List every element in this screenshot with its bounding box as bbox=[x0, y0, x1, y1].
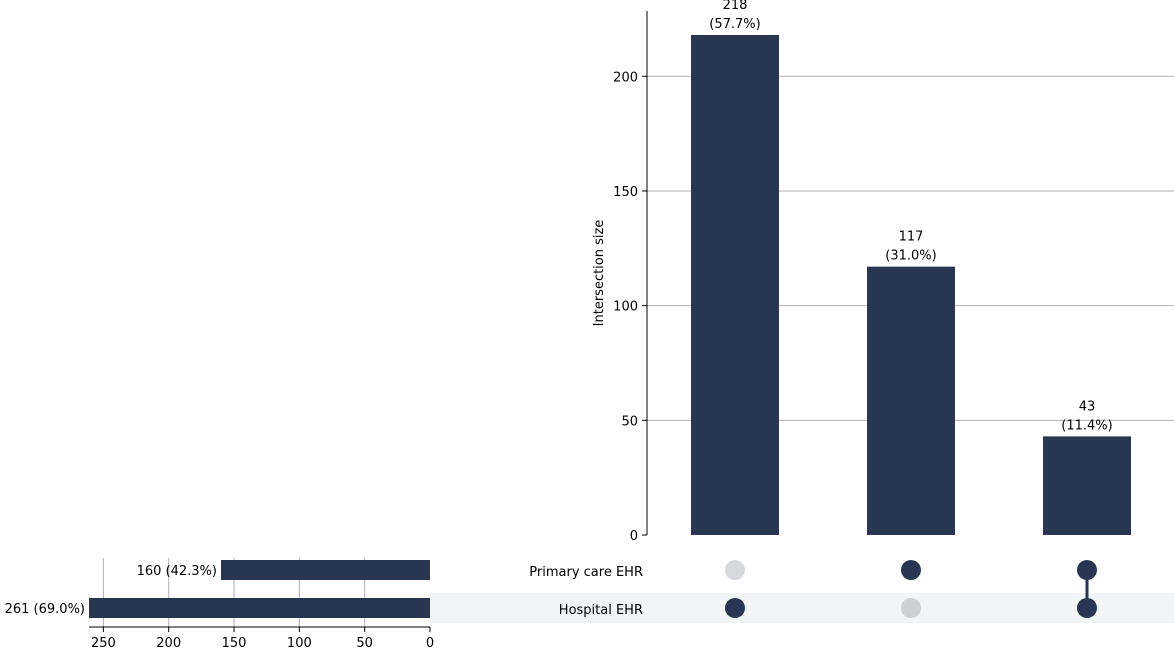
set-size-label: 160 (42.3%) bbox=[137, 564, 217, 579]
y-tick-label: 100 bbox=[613, 300, 638, 315]
set-label: Primary care EHR bbox=[529, 565, 643, 580]
intersection-bar-percent: (31.0%) bbox=[885, 249, 936, 264]
intersection-bar-count: 43 bbox=[1079, 399, 1096, 414]
matrix-dot-inactive bbox=[901, 598, 921, 618]
x-tick-label: 150 bbox=[222, 636, 247, 650]
x-tick-label: 0 bbox=[426, 636, 434, 650]
intersection-bars bbox=[691, 35, 1131, 535]
intersection-bar-percent: (11.4%) bbox=[1061, 418, 1112, 433]
set-size-bar bbox=[89, 598, 430, 618]
set-size-bar-labels: 160 (42.3%) 261 (69.0%) bbox=[5, 564, 217, 617]
intersection-bar bbox=[1043, 436, 1131, 535]
intersection-y-axis-title: Intersection size bbox=[592, 220, 607, 327]
intersection-bar-labels: 218 (57.7%) 117 (31.0%) 43 (11.4%) bbox=[709, 0, 1112, 433]
intersection-y-ticks: 0 50 100 150 200 bbox=[613, 70, 647, 544]
intersection-bar-count: 117 bbox=[899, 230, 924, 245]
intersection-bar-count: 218 bbox=[723, 0, 748, 13]
set-label: Hospital EHR bbox=[559, 603, 643, 618]
matrix-dot-active bbox=[725, 598, 745, 618]
set-size-x-ticks: 250 200 150 100 50 0 bbox=[91, 627, 434, 650]
x-tick-label: 250 bbox=[91, 636, 116, 650]
set-size-bar bbox=[220, 560, 430, 580]
set-size-bars bbox=[89, 560, 430, 618]
membership-matrix bbox=[725, 560, 1097, 618]
x-tick-label: 200 bbox=[156, 636, 181, 650]
matrix-row-shade bbox=[430, 593, 1174, 623]
x-tick-label: 50 bbox=[356, 636, 373, 650]
set-size-label: 261 (69.0%) bbox=[5, 602, 85, 617]
matrix-dot-active bbox=[1077, 598, 1097, 618]
matrix-dot-inactive bbox=[725, 560, 745, 580]
intersection-bar-percent: (57.7%) bbox=[709, 17, 760, 32]
y-tick-label: 0 bbox=[630, 529, 638, 544]
matrix-dot-active bbox=[901, 560, 921, 580]
y-tick-label: 50 bbox=[621, 414, 638, 429]
intersection-bar bbox=[691, 35, 779, 535]
set-labels: Primary care EHR Hospital EHR bbox=[529, 565, 643, 618]
matrix-dot-active bbox=[1077, 560, 1097, 580]
intersection-bar bbox=[867, 266, 955, 535]
y-tick-label: 150 bbox=[613, 185, 638, 200]
y-tick-label: 200 bbox=[613, 70, 638, 85]
x-tick-label: 100 bbox=[287, 636, 312, 650]
